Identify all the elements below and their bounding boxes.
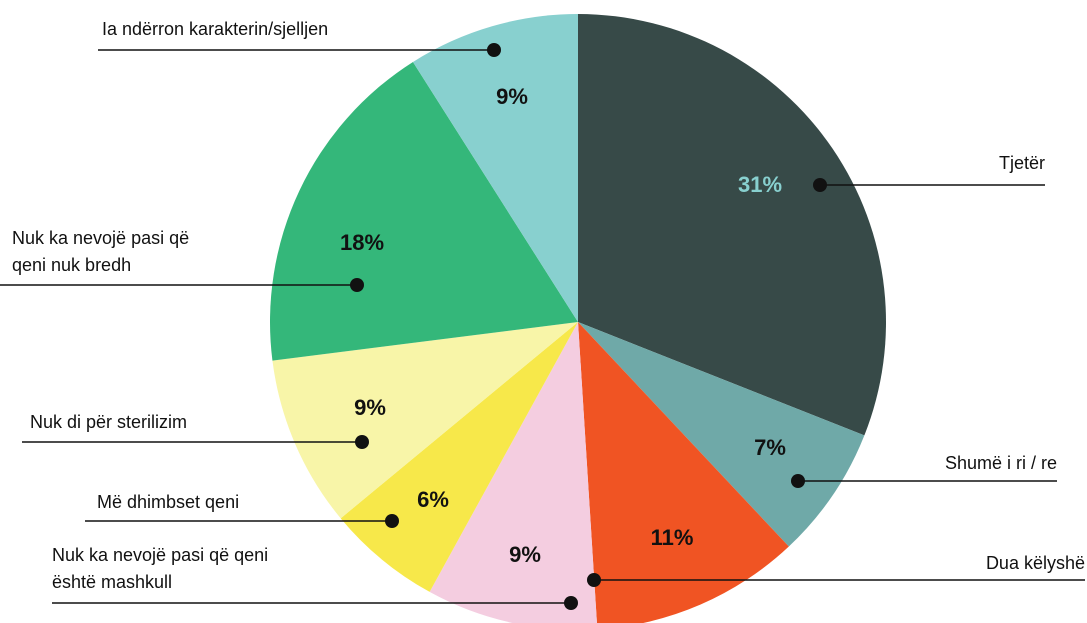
pie-slice (578, 322, 789, 623)
leader-dot (564, 596, 578, 610)
leader-dot (791, 474, 805, 488)
value-label: 9% (509, 542, 541, 567)
leader-dot (487, 43, 501, 57)
pie-slice (272, 322, 578, 519)
pie-slice (578, 322, 865, 547)
leader-dot (813, 178, 827, 192)
category-label: Tjetër (998, 153, 1045, 173)
category-label: Shumë i ri / re (944, 453, 1057, 473)
value-label: 9% (496, 84, 528, 109)
pie-slice (429, 322, 597, 623)
pie-slice (578, 14, 886, 436)
category-label: Dua këlyshë (985, 553, 1085, 573)
leader-dot (385, 514, 399, 528)
value-label: 9% (354, 395, 386, 420)
category-label: Nuk ka nevojë pasi që qeni nuk bredh (12, 228, 190, 275)
value-label: 18% (340, 230, 384, 255)
category-label: Nuk di për sterilizim (30, 412, 188, 432)
pie-slice (270, 61, 578, 361)
pie-slice (412, 13, 578, 322)
category-label: Nuk ka nevojë pasi që qeni është mashkul… (52, 545, 269, 592)
category-label: Më dhimbset qeni (97, 492, 240, 512)
category-label: Ia ndërron karakterin/sjelljen (102, 19, 329, 39)
value-label: 6% (417, 487, 449, 512)
value-label: 31% (738, 172, 782, 197)
value-label: 11% (651, 525, 694, 550)
leader-dot (587, 573, 601, 587)
leader-dot (350, 278, 364, 292)
pie-slice (340, 322, 578, 592)
value-label: 7% (754, 435, 786, 460)
leader-dot (355, 435, 369, 449)
